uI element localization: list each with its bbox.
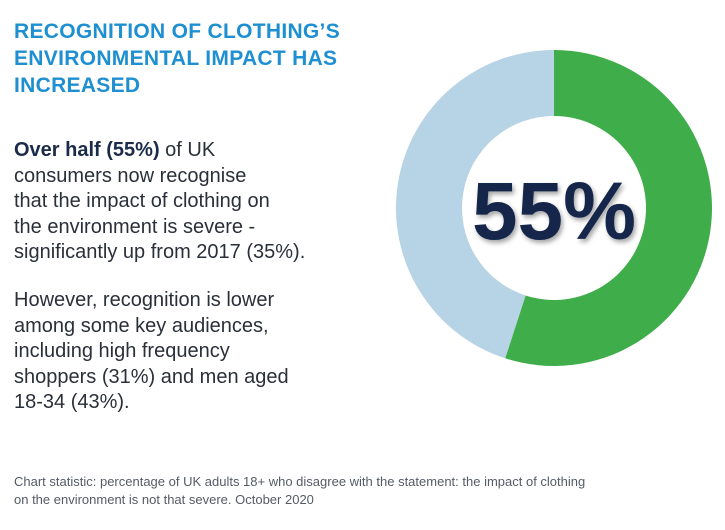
summary-line: the environment is severe - [14, 215, 256, 238]
detail-line: including high frequency [14, 340, 230, 362]
detail-paragraph: However, recognition is lower among some… [14, 288, 394, 416]
summary-line: that the impact of clothing on [14, 190, 270, 212]
summary-paragraph: Over half (55%) of UK consumers now reco… [14, 138, 394, 266]
detail-line: among some key audiences, [14, 314, 269, 337]
headline-line: INCREASED [14, 74, 141, 97]
footnote: Chart statistic: percentage of UK adults… [14, 473, 714, 509]
summary-line: Over half (55%) of UK [14, 138, 394, 164]
center-percentage-label: 55% [472, 166, 636, 257]
donut-slice-remainder [395, 50, 554, 359]
headline: RECOGNITION OF CLOTHING’S ENVIRONMENTAL … [14, 18, 384, 99]
summary-line: consumers now recognise [14, 164, 247, 187]
footnote-line: on the environment is not that severe. O… [14, 492, 314, 507]
detail-line: 18-34 (43%). [14, 391, 130, 413]
donut-slices [395, 50, 712, 366]
summary-bold-lead: Over half (55%) [14, 139, 160, 161]
summary-line: significantly up from 2017 (35%). [14, 241, 306, 263]
detail-line: shoppers (31%) and men aged [14, 365, 289, 388]
headline-line: ENVIRONMENTAL IMPACT HAS [14, 47, 338, 70]
footnote-line: Chart statistic: percentage of UK adults… [14, 474, 586, 489]
detail-line: However, recognition is lower [14, 289, 275, 311]
headline-line: RECOGNITION OF CLOTHING’S [14, 20, 340, 43]
donut-slice-agree [505, 50, 712, 366]
summary-line-rest: of UK [159, 139, 216, 161]
donut-chart: 55% [395, 50, 712, 366]
